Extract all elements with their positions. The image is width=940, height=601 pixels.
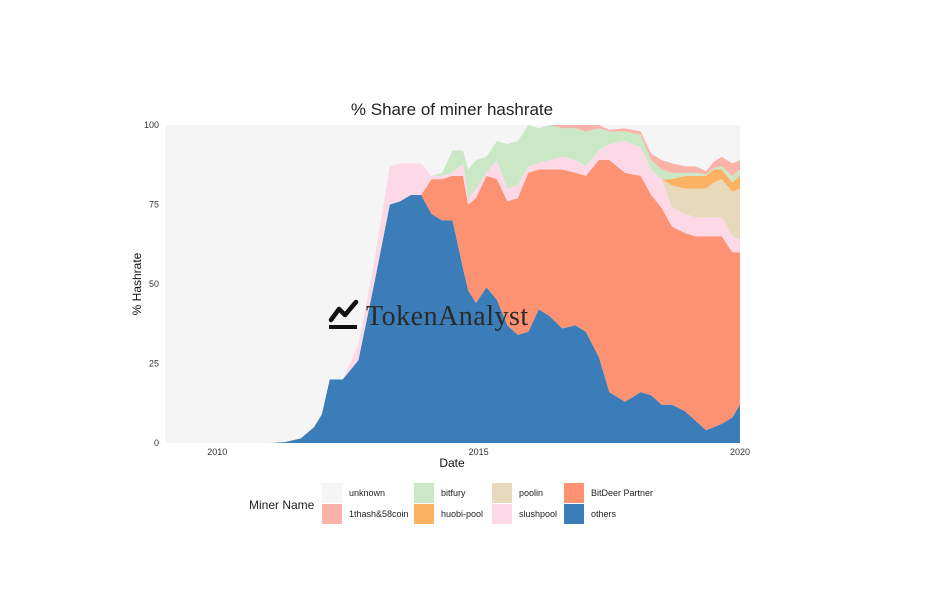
- legend: unknown 1thash&58coin bitfury huobi-pool poo…: [322, 483, 653, 524]
- y-tick-label: 50: [149, 279, 159, 289]
- y-tick-label: 100: [144, 120, 159, 130]
- y-tick-label: 75: [149, 200, 159, 210]
- legend-swatch: [492, 504, 512, 524]
- x-axis-title: Date: [439, 456, 465, 470]
- legend-swatch: [492, 483, 512, 503]
- legend-item-slushpool: slushpool: [492, 504, 557, 524]
- legend-item-unknown: unknown: [322, 483, 385, 503]
- legend-label: huobi-pool: [441, 509, 483, 519]
- x-axis-ticks: 2010 2015 2020: [207, 447, 750, 457]
- area-others: [165, 195, 740, 443]
- x-tick-label: 2010: [207, 447, 227, 457]
- svg-text:TokenAnalyst: TokenAnalyst: [366, 301, 529, 332]
- legend-item-1thash-58coin: 1thash&58coin: [322, 504, 409, 524]
- x-tick-label: 2015: [469, 447, 489, 457]
- legend-label: 1thash&58coin: [349, 509, 409, 519]
- legend-label: others: [591, 509, 617, 519]
- area-unknown: [165, 125, 740, 443]
- y-axis-ticks: 0 25 50 75 100: [144, 120, 159, 448]
- legend-item-bitdeer-partner: BitDeer Partner: [564, 483, 653, 503]
- chart-title: % Share of miner hashrate: [351, 100, 553, 119]
- legend-item-huobi-pool: huobi-pool: [414, 504, 483, 524]
- legend-title: Miner Name: [249, 498, 315, 512]
- area-bitdeer-partner: [165, 160, 740, 443]
- legend-swatch: [564, 504, 584, 524]
- legend-swatch: [414, 504, 434, 524]
- legend-label: slushpool: [519, 509, 557, 519]
- legend-swatch: [414, 483, 434, 503]
- legend-item-poolin: poolin: [492, 483, 543, 503]
- tokenanalyst-watermark: TokenAnalyst: [328, 299, 529, 332]
- tokenanalyst-logo-icon: [328, 299, 359, 329]
- y-axis-title: % Hashrate: [130, 252, 144, 315]
- legend-item-bitfury: bitfury: [414, 483, 466, 503]
- legend-swatch: [322, 483, 342, 503]
- legend-item-others: others: [564, 504, 617, 524]
- legend-swatch: [322, 504, 342, 524]
- legend-label: bitfury: [441, 488, 466, 498]
- y-tick-label: 0: [154, 438, 159, 448]
- area-layers: [165, 125, 740, 443]
- y-tick-label: 25: [149, 359, 159, 369]
- x-tick-label: 2020: [730, 447, 750, 457]
- legend-label: poolin: [519, 488, 543, 498]
- legend-label: unknown: [349, 488, 385, 498]
- legend-label: BitDeer Partner: [591, 488, 653, 498]
- legend-swatch: [564, 483, 584, 503]
